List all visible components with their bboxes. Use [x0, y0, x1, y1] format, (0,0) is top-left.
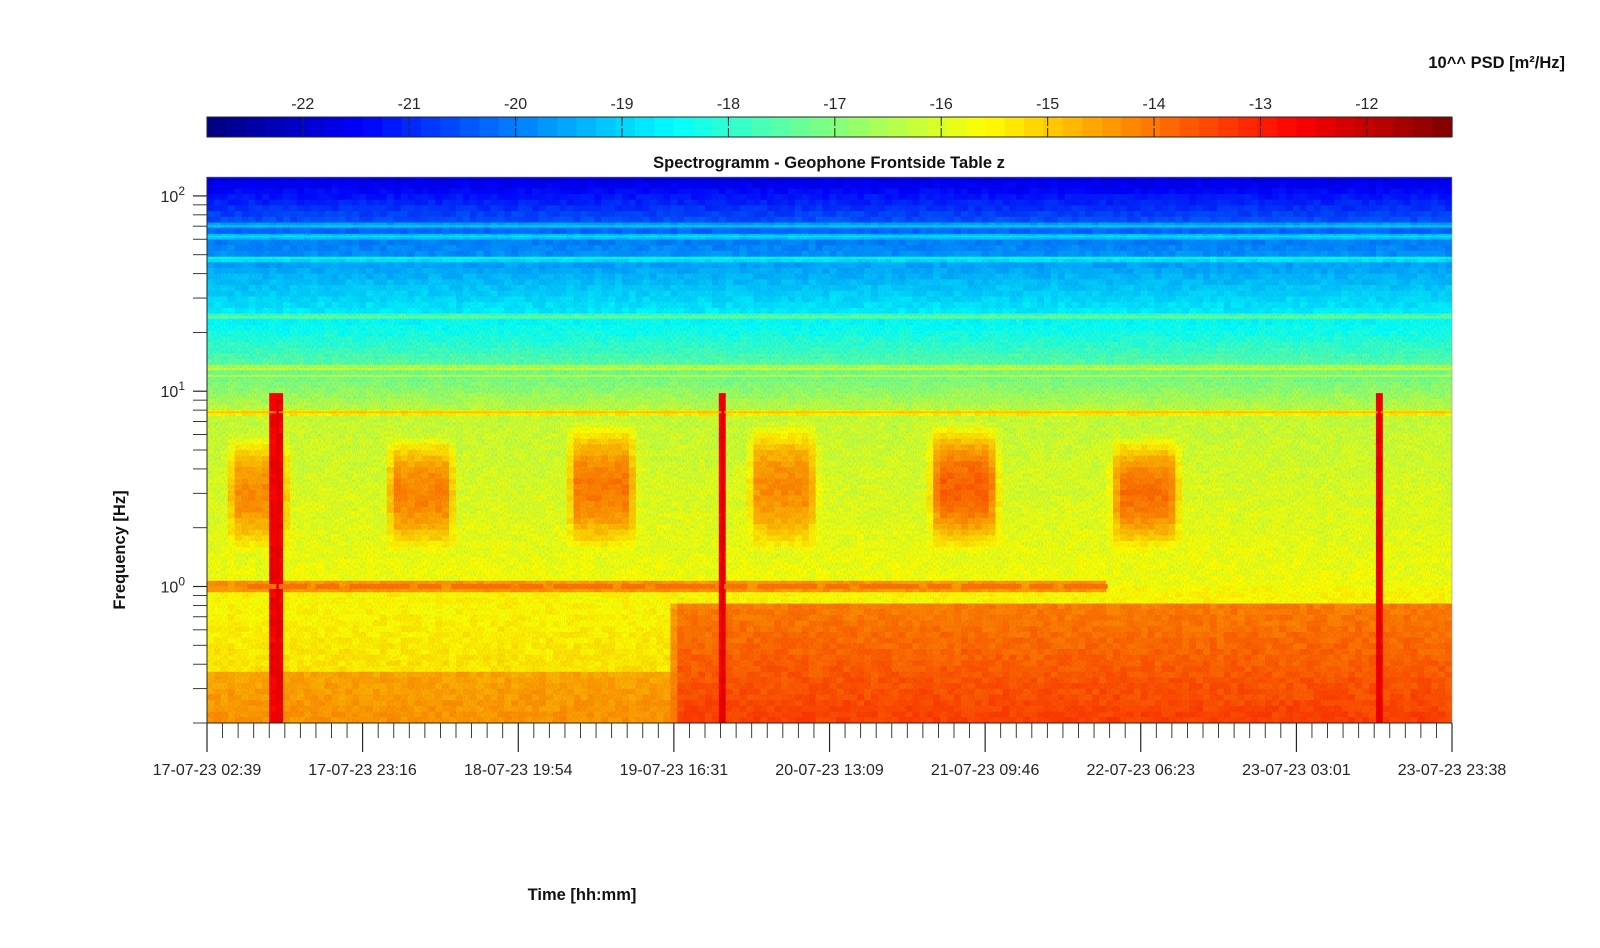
colorbar-segment: [265, 117, 286, 137]
colorbar-tick-label: -13: [1249, 96, 1272, 113]
colorbar-segment: [1393, 117, 1414, 137]
colorbar-segment: [245, 117, 266, 137]
colorbar-segment: [1199, 117, 1220, 137]
colorbar-segment: [1432, 117, 1453, 137]
colorbar-segment: [1004, 117, 1025, 137]
colorbar-segment: [1218, 117, 1239, 137]
colorbar-segment: [576, 117, 597, 137]
colorbar-segment: [1140, 117, 1161, 137]
colorbar-segment: [693, 117, 714, 137]
colorbar-segment: [1276, 117, 1297, 137]
colorbar-segment: [479, 117, 500, 137]
colorbar-segment: [362, 117, 383, 137]
colorbar-segment: [518, 117, 539, 137]
colorbar-segment: [1413, 117, 1434, 137]
colorbar-segment: [946, 117, 967, 137]
colorbar-segment: [1121, 117, 1142, 137]
colorbar-tick-label: -21: [398, 96, 421, 113]
colorbar-segment: [459, 117, 480, 137]
colorbar-segment: [732, 117, 753, 137]
colorbar-segment: [1024, 117, 1045, 137]
colorbar-segment: [1315, 117, 1336, 137]
colorbar-tick-label: -20: [504, 96, 527, 113]
colorbar-segment: [1160, 117, 1181, 137]
colorbar-tick-label: -18: [717, 96, 740, 113]
colorbar-segment: [907, 117, 928, 137]
colorbar-segment: [634, 117, 656, 137]
colorbar-tick-label: -16: [930, 96, 953, 113]
colorbar-segment: [848, 117, 869, 137]
colorbar-segment: [343, 117, 364, 137]
plot-area: [207, 177, 1452, 723]
spectrogram-heatmap: [207, 177, 1452, 723]
colorbar-segment: [1101, 117, 1122, 137]
colorbar-segment: [557, 117, 578, 137]
colorbar-segment: [771, 117, 792, 137]
colorbar-tick-label: -12: [1355, 96, 1378, 113]
colorbar-segment: [965, 117, 986, 137]
colorbar-segment: [498, 117, 519, 137]
colorbar-gradient: [207, 117, 1453, 137]
colorbar-tick-label: -14: [1142, 96, 1165, 113]
chart-title: Spectrogramm - Geophone Frontside Table …: [653, 154, 1005, 172]
colorbar-segment: [751, 117, 772, 137]
colorbar-segment: [1335, 117, 1356, 137]
colorbar-segment: [1082, 117, 1103, 137]
colorbar: -22 -21 -20 -19 -18 -17 -16 -15 -14 -13 -12: [206, 96, 1453, 138]
colorbar-segment: [323, 117, 344, 137]
colorbar-tick-label: -15: [1036, 96, 1059, 113]
colorbar-label: 10^^ PSD [m²/Hz]: [1428, 54, 1565, 72]
colorbar-segment: [790, 117, 811, 137]
colorbar-segment: [1238, 117, 1259, 137]
colorbar-segment: [1354, 117, 1375, 137]
colorbar-tick-label: -22: [291, 96, 314, 113]
colorbar-segment: [1062, 117, 1083, 137]
colorbar-segment: [401, 117, 422, 137]
colorbar-segment: [926, 117, 947, 137]
colorbar-segment: [226, 117, 247, 137]
colorbar-segment: [615, 117, 636, 137]
colorbar-segment: [207, 117, 228, 137]
colorbar-segment: [829, 117, 850, 137]
colorbar-segment: [304, 117, 325, 137]
colorbar-segment: [985, 117, 1006, 137]
colorbar-segment: [537, 117, 558, 137]
colorbar-segment: [1179, 117, 1200, 137]
colorbar-segment: [654, 117, 675, 137]
colorbar-segment: [420, 117, 442, 137]
colorbar-ticks: -22 -21 -20 -19 -18 -17 -16 -15 -14 -13 -12: [291, 96, 1379, 137]
colorbar-segment: [284, 117, 305, 137]
colorbar-segment: [673, 117, 694, 137]
colorbar-segment: [1043, 117, 1064, 137]
colorbar-segment: [1257, 117, 1278, 137]
colorbar-segment: [382, 117, 403, 137]
colorbar-segment: [1374, 117, 1395, 137]
colorbar-tick-label: -17: [823, 96, 846, 113]
colorbar-segment: [596, 117, 617, 137]
colorbar-segment: [440, 117, 461, 137]
colorbar-segment: [810, 117, 831, 137]
colorbar-segment: [1296, 117, 1317, 137]
colorbar-tick-label: -19: [610, 96, 633, 113]
colorbar-segment: [887, 117, 908, 137]
colorbar-segment: [712, 117, 733, 137]
colorbar-frame: [206, 116, 1453, 138]
colorbar-segment: [868, 117, 889, 137]
